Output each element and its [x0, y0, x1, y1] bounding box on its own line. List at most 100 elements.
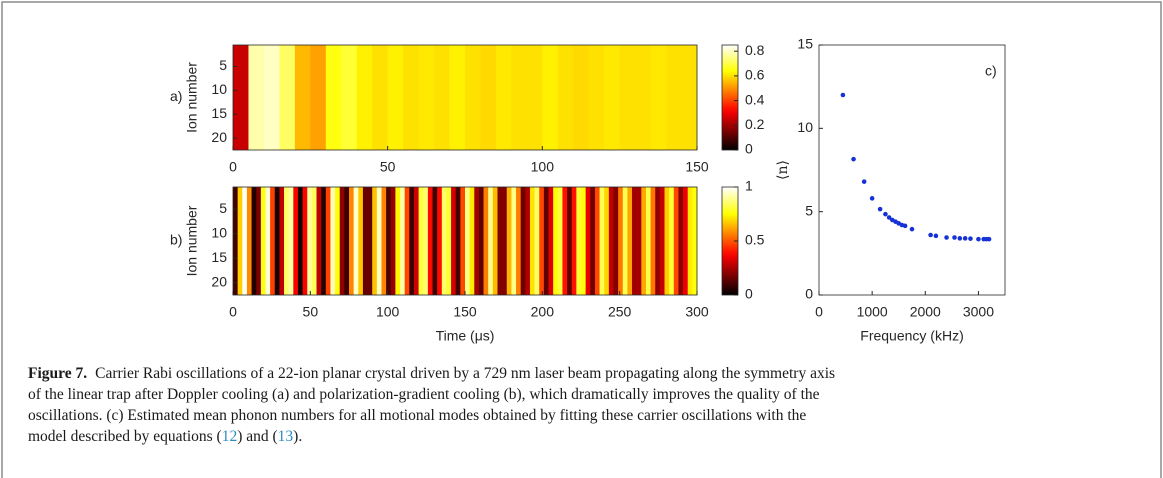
heatmap-cell — [432, 187, 438, 295]
heatmap-cell — [497, 187, 503, 295]
y-tick-label: 20 — [211, 273, 227, 289]
x-tick-label: 50 — [380, 159, 396, 175]
y-tick-label: 5 — [219, 200, 227, 216]
heatmap-cell — [488, 187, 494, 295]
heatmap-cell — [409, 187, 415, 295]
heatmap-cell — [362, 187, 368, 295]
heatmap-cell — [293, 187, 299, 295]
heatmap-cell — [418, 45, 435, 150]
data-point — [952, 235, 957, 240]
heatmap-cell — [529, 187, 535, 295]
heatmap-cell — [622, 187, 628, 295]
heatmap-cell — [573, 45, 590, 150]
heatmap-cell — [237, 187, 243, 295]
axes-box — [232, 44, 698, 151]
heatmap-cell — [242, 187, 248, 295]
heatmap-cell — [311, 187, 317, 295]
heatmap-cell — [284, 187, 290, 295]
x-tick-label: 3000 — [963, 304, 994, 320]
heatmap-cell — [372, 187, 378, 295]
y-tick-label: 10 — [211, 224, 227, 240]
x-tick-label: 100 — [376, 304, 400, 320]
heatmap-cell — [525, 187, 531, 295]
colorbar-tick-label: 0 — [745, 286, 753, 302]
y-tick-label: 15 — [211, 249, 227, 265]
colorbar-tick-label: 0.2 — [745, 116, 765, 132]
heatmap-cell — [511, 45, 528, 150]
heatmap-cell — [576, 187, 582, 295]
data-point — [851, 156, 856, 162]
data-point — [861, 179, 867, 184]
heatmap-cell — [511, 187, 517, 295]
heatmap-cell — [455, 187, 461, 295]
data-point — [957, 236, 963, 241]
heatmap-cell — [325, 45, 342, 150]
heatmap-cell — [650, 45, 667, 150]
heatmap-cell — [449, 45, 466, 150]
heatmap-cell — [548, 187, 554, 295]
heatmap-cell — [655, 187, 661, 295]
heatmap-cell — [571, 187, 577, 295]
data-point — [909, 226, 915, 232]
heatmap-cell — [390, 187, 396, 295]
heatmap-cell — [465, 187, 471, 295]
heatmap-cell — [613, 187, 619, 295]
heatmap-cell — [294, 45, 311, 150]
heatmap-cell — [446, 187, 452, 295]
caption-line: of the linear trap after Doppler cooling… — [28, 386, 820, 403]
heatmap-cell — [492, 187, 498, 295]
heatmap-cell — [539, 187, 545, 295]
heatmap-cell — [302, 187, 308, 295]
heatmap-cell — [604, 45, 621, 150]
heatmap-cell — [310, 45, 327, 150]
heatmap-cell — [418, 187, 424, 295]
heatmap-cell — [581, 187, 587, 295]
heatmap-cell — [585, 187, 591, 295]
panel-label: b) — [170, 232, 182, 248]
heatmap-cell — [567, 187, 573, 295]
data-point — [986, 236, 992, 242]
y-tick-label: 5 — [805, 202, 813, 218]
heatmap-cell — [659, 187, 665, 295]
equation-ref[interactable]: 12 — [222, 428, 238, 445]
heatmap-cell — [641, 187, 647, 295]
heatmap-cell — [636, 187, 642, 295]
heatmap-cell — [562, 187, 568, 295]
heatmap-cell — [434, 45, 450, 150]
heatmap-cell — [437, 187, 443, 295]
axes-box — [232, 186, 698, 296]
heatmap-cell — [495, 45, 512, 150]
data-point — [944, 235, 949, 240]
heatmap-cell — [692, 187, 698, 295]
heatmap-cell — [650, 187, 656, 295]
colorbar — [721, 44, 739, 151]
equation-ref[interactable]: 13 — [278, 428, 294, 445]
heatmap-cell — [681, 45, 698, 150]
heatmap-cell — [683, 187, 689, 295]
colorbar-tick-label: 0.8 — [745, 42, 765, 58]
heatmap-cell — [274, 187, 280, 295]
heatmap-cell — [618, 187, 624, 295]
colorbar-tick-label: 0 — [745, 141, 753, 157]
heatmap-cell — [557, 187, 563, 295]
heatmap-cell — [516, 187, 522, 295]
heatmap-cell — [248, 45, 265, 150]
heatmap-cell — [335, 187, 341, 295]
heatmap-cell — [645, 187, 651, 295]
heatmap-cell — [356, 45, 373, 150]
data-point — [928, 232, 933, 238]
heatmap-cell — [358, 187, 364, 295]
heatmap-cell — [339, 187, 345, 295]
heatmap-cell — [367, 187, 373, 295]
data-point — [902, 223, 908, 229]
heatmap-cell — [316, 187, 322, 295]
panel-label: a) — [170, 88, 182, 104]
heatmap-cell — [256, 187, 262, 295]
heatmap-cell — [590, 187, 596, 295]
heatmap-cell — [387, 45, 404, 150]
y-axis-label: ⟨n⟩ — [775, 160, 791, 180]
heatmap-cell — [270, 187, 276, 295]
heatmap-cell — [520, 187, 526, 295]
